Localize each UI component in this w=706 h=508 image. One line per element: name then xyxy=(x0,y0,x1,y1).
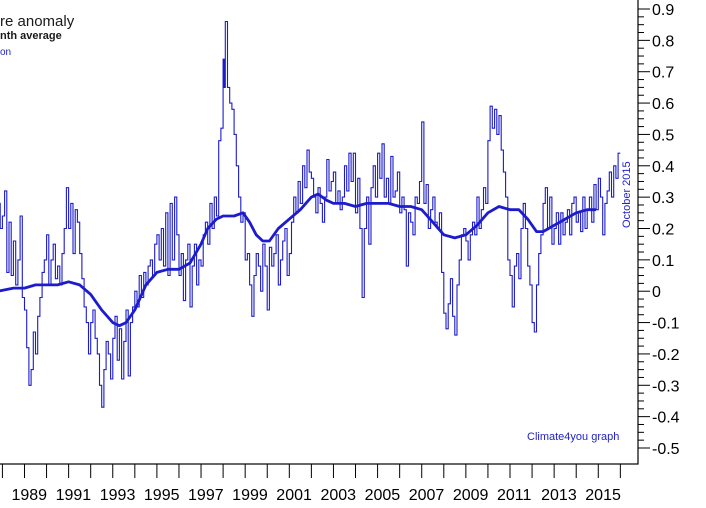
y-tick-label: 0.3 xyxy=(652,190,674,207)
legend-line-2: nth average xyxy=(0,30,62,42)
x-tick-label: 2001 xyxy=(276,487,312,504)
x-tick-label: 1995 xyxy=(144,487,180,504)
monthly-series-line xyxy=(0,20,621,408)
x-tick-label: 2005 xyxy=(365,487,401,504)
x-tick-label: 2007 xyxy=(409,487,445,504)
x-tick-label: 2003 xyxy=(320,487,356,504)
y-tick-label: -0.3 xyxy=(652,378,680,395)
x-tick-label: 1991 xyxy=(56,487,92,504)
y-tick-label: 0.9 xyxy=(652,2,674,19)
running-mean-line xyxy=(0,192,597,328)
y-tick-label: 0.4 xyxy=(652,159,674,176)
legend: re anomaly nth average on xyxy=(0,14,74,58)
y-tick-label: 0.6 xyxy=(652,96,674,113)
y-tick-label: 0.2 xyxy=(652,222,674,239)
y-tick-label: 0.1 xyxy=(652,253,674,270)
y-tick-label: 0.7 xyxy=(652,65,674,82)
x-tick-label: 1999 xyxy=(232,487,268,504)
y-tick-label: 0 xyxy=(652,284,661,301)
annotation-date: October 2015 xyxy=(621,161,633,228)
x-tick-label: 2015 xyxy=(585,487,621,504)
y-tick-label: 0.8 xyxy=(652,33,674,50)
y-tick-label: 0.5 xyxy=(652,127,674,144)
y-tick-label: -0.2 xyxy=(652,347,680,364)
y-tick-label: -0.4 xyxy=(652,410,680,427)
x-tick-label: 1993 xyxy=(100,487,136,504)
annotation-credit: Climate4you graph xyxy=(527,431,619,443)
plot-frame xyxy=(0,0,639,465)
x-tick-label: 2009 xyxy=(453,487,489,504)
y-tick-label: -0.1 xyxy=(652,316,680,333)
x-tick-label: 2011 xyxy=(497,487,532,504)
x-tick-label: 1997 xyxy=(188,487,224,504)
x-tick-label: 2013 xyxy=(541,487,577,504)
legend-line-3: on xyxy=(0,47,12,58)
x-tick-label: 1989 xyxy=(11,487,47,504)
y-tick-label: -0.5 xyxy=(652,441,680,458)
legend-line-1: re anomaly xyxy=(0,13,75,30)
